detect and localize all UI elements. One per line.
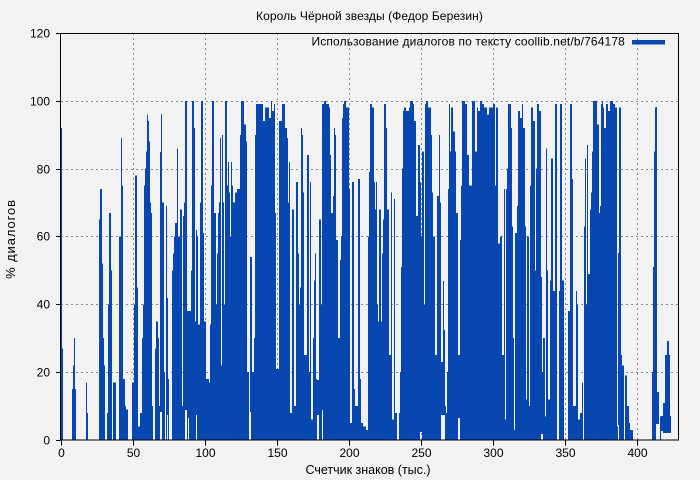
svg-text:300: 300: [483, 446, 503, 460]
svg-text:50: 50: [127, 446, 141, 460]
svg-text:350: 350: [555, 446, 575, 460]
svg-text:40: 40: [37, 298, 51, 312]
svg-text:0: 0: [58, 446, 65, 460]
svg-text:Король Чёрной звезды (Федор Бе: Король Чёрной звезды (Федор Березин): [256, 9, 483, 23]
svg-text:100: 100: [30, 95, 50, 109]
svg-text:80: 80: [37, 163, 51, 177]
svg-text:20: 20: [37, 366, 51, 380]
svg-text:400: 400: [627, 446, 647, 460]
svg-text:150: 150: [267, 446, 287, 460]
svg-text:% диалогов: % диалогов: [3, 199, 18, 279]
svg-text:Счетчик знаков (тыс.): Счетчик знаков (тыс.): [305, 463, 430, 477]
svg-text:0: 0: [43, 434, 50, 448]
svg-text:100: 100: [195, 446, 215, 460]
svg-text:200: 200: [339, 446, 359, 460]
svg-text:Использование диалогов по текс: Использование диалогов по тексту coollib…: [312, 35, 626, 49]
svg-text:250: 250: [411, 446, 431, 460]
svg-text:60: 60: [37, 230, 51, 244]
svg-text:120: 120: [30, 27, 50, 41]
